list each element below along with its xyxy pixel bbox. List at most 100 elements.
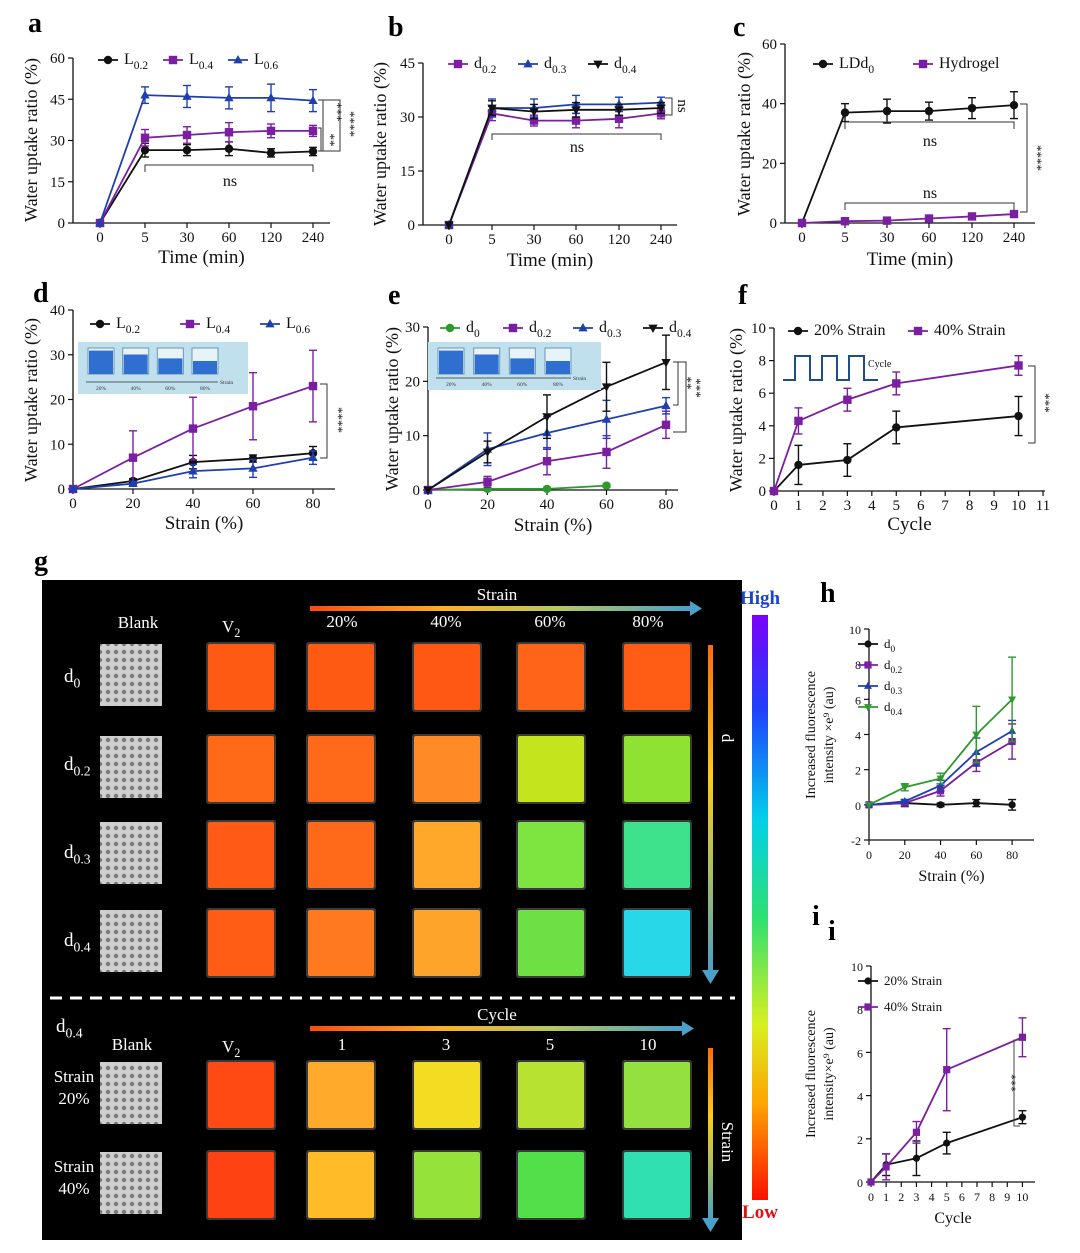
x-tick-label-e-4: 80 — [659, 497, 674, 513]
x-tick-label-h-4: 80 — [1006, 848, 1018, 862]
panel-letter-b: b — [388, 12, 404, 43]
g-top-tile-3-3 — [518, 910, 584, 976]
g-top-strain-label: Strain — [477, 585, 518, 604]
y-tick-label-h-4: 6 — [855, 693, 861, 707]
y-tick-label-c-0: 0 — [770, 216, 778, 232]
y-tick-label-b-3: 45 — [400, 56, 415, 72]
x-tick-label-e-3: 60 — [599, 497, 614, 513]
y-tick-label-h-2: 2 — [855, 764, 861, 778]
data-point-h-3-3 — [972, 731, 981, 739]
data-point-f-1-0 — [769, 486, 779, 496]
legend-label-d-1-sub: 0.4 — [216, 324, 231, 336]
data-point-c-0-5 — [1009, 100, 1019, 110]
sig-bracket-c-3 — [1020, 103, 1028, 213]
data-point-a-1-4 — [266, 126, 276, 136]
g-top-row-label-0-base: d — [64, 666, 74, 687]
data-point-f-0-3 — [892, 423, 901, 432]
data-point-a-1-3 — [224, 128, 234, 137]
legend-label-f-1-base: 40% Strain — [934, 322, 1006, 339]
x-tick-label-f-8: 8 — [966, 498, 974, 514]
x-axis-label-h: Strain (%) — [918, 868, 984, 885]
x-tick-label-f-5: 5 — [893, 498, 901, 514]
y-axis-label-a: Water uptake ratio (%) — [21, 58, 42, 222]
y-tick-label-h-3: 4 — [855, 729, 861, 743]
sig-bracket-f-1 — [1028, 365, 1036, 444]
g-top-tile-1-4 — [624, 736, 690, 802]
data-point-e-2-3 — [601, 414, 612, 423]
data-point-a-2-5 — [308, 95, 318, 104]
g-top-row-label-0-sub: 0 — [74, 676, 81, 691]
x-tick-label-b-2: 30 — [527, 232, 542, 248]
legend-label-c-1: Hydrogel — [939, 55, 1000, 72]
panel-letter-i: i — [828, 916, 836, 947]
legend-marker-a-2 — [233, 54, 243, 64]
sig-bracket-c-3-label: **** — [1030, 145, 1045, 171]
e-beaker-label-2: 60% — [517, 382, 528, 388]
data-point-d-1-2 — [188, 424, 198, 433]
legend-marker-a-1 — [168, 55, 178, 65]
data-point-e-3-2 — [542, 413, 552, 422]
g-top-col-label-3: 80% — [632, 612, 663, 631]
g-top-tile-3-2 — [414, 910, 480, 976]
sig-bracket-c-ns1 — [844, 121, 1015, 129]
data-point-a-2-3 — [224, 92, 234, 102]
x-tick-label-i-2: 2 — [898, 1190, 904, 1204]
y-tick-label-i-5: 10 — [851, 960, 863, 974]
e-beaker-water-1 — [474, 354, 499, 374]
chart-c: 0 20 40 60 0 5 30 60 120 240 Time (min) Water uptak… — [734, 37, 1045, 270]
y-axis-label-line2-h: intensity ×e⁹ (au) — [822, 686, 837, 783]
legend-label-a-1-base: L — [189, 51, 199, 68]
series-line-b-0 — [448, 112, 662, 226]
d-beaker-label-1: 40% — [131, 386, 142, 392]
g-top-tile-1-2 — [414, 736, 480, 802]
y-tick-label-d-3: 30 — [50, 348, 65, 364]
data-point-b-0-3 — [571, 116, 581, 125]
legend-label-d-0-base: L — [116, 315, 126, 332]
data-point-b-1-4 — [614, 99, 624, 108]
data-point-e-1-2 — [542, 457, 552, 466]
data-point-d-2-2 — [188, 466, 198, 475]
x-tick-label-d-2: 40 — [186, 496, 201, 512]
y-axis-label-c: Water uptake ratio (%) — [734, 52, 755, 216]
y-axis-label-d: Water uptake ratio (%) — [21, 318, 42, 482]
legend-label-e-1-sub: 0.2 — [537, 328, 552, 340]
g-bottom-tile-1-4 — [624, 1152, 690, 1218]
legend-label-i-1-base: 40% Strain — [884, 999, 943, 1014]
data-point-i-0-3 — [943, 1139, 951, 1147]
data-point-c-1-1 — [840, 217, 850, 226]
x-axis-label-a: Time (min) — [158, 247, 244, 268]
y-tick-label-a-0: 0 — [58, 216, 66, 232]
data-point-i-1-4 — [1018, 1033, 1027, 1041]
x-tick-label-f-2: 2 — [819, 498, 827, 514]
g-bottom-col-label-1: 3 — [442, 1035, 451, 1054]
panel-letter-e: e — [388, 280, 400, 311]
y-tick-label-d-2: 20 — [50, 393, 65, 409]
g-top-row-label-3-sub: 0.4 — [74, 940, 91, 955]
g-top-tile-2-1 — [308, 822, 374, 888]
data-point-f-1-4 — [1014, 361, 1023, 370]
sig-bracket-d-1-label: **** — [331, 407, 346, 433]
sig-bracket-b-ns2 — [665, 97, 673, 116]
legend-label-d-2-base: L — [286, 315, 296, 332]
legend-label-a-2: L0.6 — [254, 51, 278, 72]
sig-bracket-b-ns2-label: ns — [674, 99, 690, 113]
legend-label-e-0-base: d — [466, 319, 474, 336]
x-tick-label-h-1: 20 — [899, 848, 911, 862]
legend-label-e-3: d0.4 — [669, 319, 692, 340]
x-tick-label-i-1: 1 — [883, 1190, 889, 1204]
data-point-d-2-4 — [308, 452, 318, 462]
legend-label-b-2-sub: 0.4 — [622, 64, 637, 76]
y-tick-label-a-3: 45 — [50, 92, 65, 108]
x-tick-label-i-8: 8 — [989, 1190, 995, 1204]
data-point-d-2-1 — [128, 478, 138, 487]
y-tick-label-f-2: 4 — [759, 419, 767, 435]
data-point-d-1-3 — [248, 402, 258, 411]
y-tick-label-c-1: 20 — [762, 156, 777, 172]
sig-bracket-e-1-label: *** — [689, 378, 704, 398]
legend-label-a-1: L0.4 — [189, 51, 213, 72]
x-tick-label-i-4: 4 — [929, 1190, 935, 1204]
g-bottom-row-label-0-line1: Strain — [54, 1067, 95, 1086]
legend-label-b-1-base: d — [544, 55, 552, 72]
g-bottom-cycle-arrowhead — [682, 1021, 694, 1036]
